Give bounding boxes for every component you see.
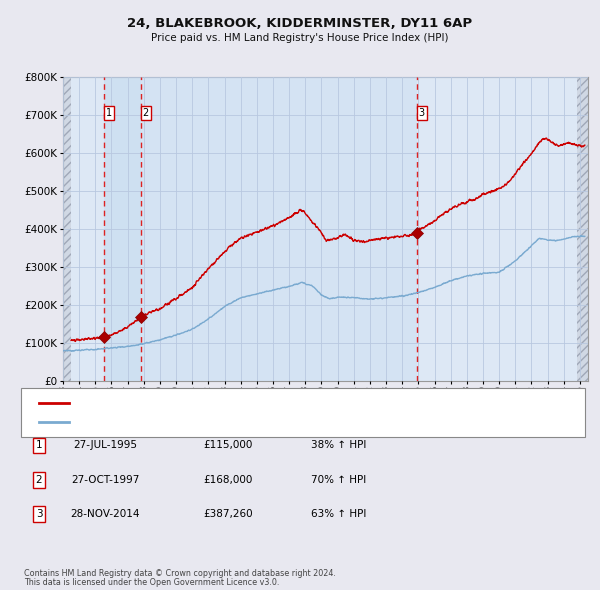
Text: 3: 3 [35, 509, 43, 519]
Text: 2: 2 [35, 475, 43, 484]
Text: £387,260: £387,260 [203, 509, 253, 519]
Text: 2: 2 [143, 108, 149, 118]
Text: 28-NOV-2014: 28-NOV-2014 [70, 509, 140, 519]
Text: 70% ↑ HPI: 70% ↑ HPI [311, 475, 367, 484]
Text: 38% ↑ HPI: 38% ↑ HPI [311, 441, 367, 450]
Bar [141, 77, 417, 381]
Text: £168,000: £168,000 [203, 475, 253, 484]
Bar [63, 77, 71, 381]
Bar [577, 77, 588, 381]
Text: 3: 3 [419, 108, 425, 118]
Text: 1: 1 [106, 108, 112, 118]
Text: 27-OCT-1997: 27-OCT-1997 [71, 475, 139, 484]
Text: 27-JUL-1995: 27-JUL-1995 [73, 441, 137, 450]
Text: Price paid vs. HM Land Registry's House Price Index (HPI): Price paid vs. HM Land Registry's House … [151, 34, 449, 43]
Text: 24, BLAKEBROOK, KIDDERMINSTER, DY11 6AP: 24, BLAKEBROOK, KIDDERMINSTER, DY11 6AP [127, 17, 473, 30]
Text: 63% ↑ HPI: 63% ↑ HPI [311, 509, 367, 519]
Bar [104, 77, 141, 381]
Text: £115,000: £115,000 [203, 441, 253, 450]
Text: Contains HM Land Registry data © Crown copyright and database right 2024.: Contains HM Land Registry data © Crown c… [24, 569, 336, 578]
Text: This data is licensed under the Open Government Licence v3.0.: This data is licensed under the Open Gov… [24, 578, 280, 587]
Bar [577, 77, 588, 381]
Text: 1: 1 [35, 441, 43, 450]
Bar [63, 77, 71, 381]
Text: 24, BLAKEBROOK, KIDDERMINSTER, DY11 6AP (detached house): 24, BLAKEBROOK, KIDDERMINSTER, DY11 6AP … [75, 399, 380, 408]
Text: HPI: Average price, detached house, Wyre Forest: HPI: Average price, detached house, Wyre… [75, 418, 308, 427]
